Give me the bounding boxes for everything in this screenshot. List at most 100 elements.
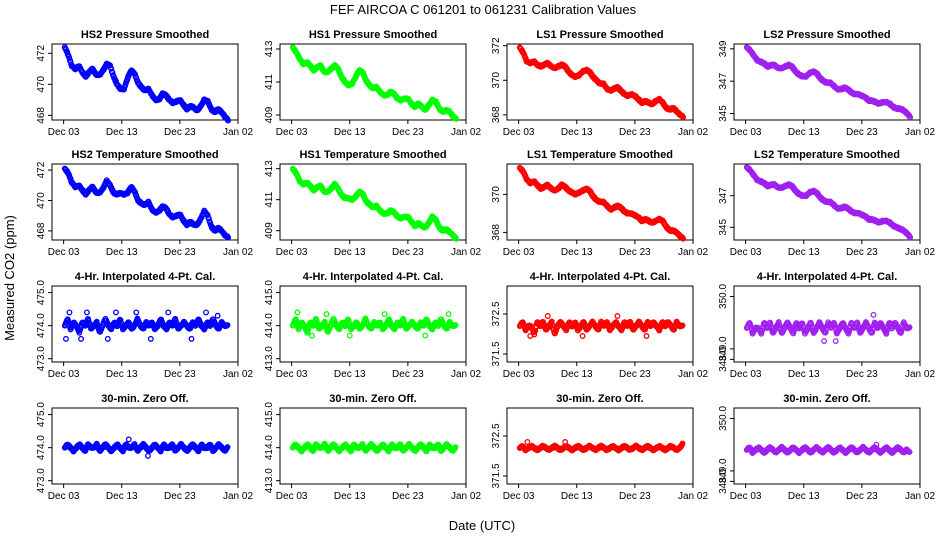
data-point (614, 313, 621, 319)
data-point (680, 114, 687, 121)
data-point (203, 309, 209, 316)
y-tick-label: 414.0 (264, 435, 275, 460)
panel-title: HS2 Temperature Smoothed (71, 149, 218, 161)
data-point (104, 335, 111, 342)
data-point (62, 335, 69, 342)
x-tick-label: Dec 23 (164, 491, 196, 502)
data-point (453, 115, 460, 122)
chart-panel: 30-min. Zero Off.Dec 03 Dec 13 Dec 23 Jan 0… (264, 393, 481, 502)
data-point (832, 338, 839, 344)
x-tick-label: Dec 23 (392, 491, 424, 502)
x-tick-label: Dec 23 (846, 491, 878, 502)
data-point (133, 74, 140, 81)
y-tick-label: 372.5 (491, 301, 502, 326)
data-point (445, 311, 452, 318)
x-tick-label: Jan 02 (678, 491, 708, 502)
panel-title: HS1 Pressure Smoothed (309, 29, 437, 41)
x-tick-label: Dec 03 (276, 369, 308, 380)
panel-title: HS2 Pressure Smoothed (81, 29, 209, 41)
x-tick-label: Dec 23 (846, 247, 878, 258)
data-point (225, 234, 232, 241)
x-tick-label: Dec 03 (730, 369, 762, 380)
data-point (188, 335, 195, 342)
y-tick-label: 347 (718, 72, 729, 89)
x-tick-label: Dec 13 (561, 369, 593, 380)
panel-title: 4-Hr. Interpolated 4-Pt. Cal. (303, 271, 444, 283)
x-tick-label: Dec 03 (276, 491, 308, 502)
data-point (76, 329, 83, 336)
y-tick-label: 474.0 (36, 313, 47, 338)
data-point (133, 192, 140, 199)
x-tick-label: Dec 03 (503, 369, 535, 380)
y-tick-label: 349.0 (718, 458, 729, 483)
data-point (870, 311, 877, 318)
data-point (133, 309, 140, 316)
y-tick-label: 473.0 (36, 346, 47, 371)
x-tick-label: Jan 02 (223, 247, 253, 258)
plot-frame (51, 285, 239, 363)
chart-panel: 30-min. Zero Off.Dec 03 Dec 13 Dec 23 Jan 0… (491, 393, 708, 502)
x-tick-label: Dec 23 (846, 369, 878, 380)
x-tick-label: Dec 03 (730, 247, 762, 258)
x-tick-label: Dec 03 (503, 491, 535, 502)
x-axis-label: Date (UTC) (449, 518, 515, 533)
x-tick-label: Jan 02 (905, 247, 935, 258)
data-point (346, 332, 353, 339)
y-tick-label: 409 (264, 106, 275, 123)
panel-title: 4-Hr. Interpolated 4-Pt. Cal. (530, 271, 671, 283)
chart-panel: 4-Hr. Interpolated 4-Pt. Cal.Dec 03 Dec 1… (718, 271, 935, 380)
data-point (361, 72, 368, 79)
x-tick-label: Jan 02 (678, 369, 708, 380)
x-tick-label: Jan 02 (223, 491, 253, 502)
y-tick-label: 474.0 (36, 435, 47, 460)
x-tick-label: Dec 23 (846, 127, 878, 138)
data-point (214, 312, 221, 319)
y-tick-label: 413.0 (264, 468, 275, 493)
data-point (544, 313, 551, 319)
y-axis-label: Measured CO2 (ppm) (2, 215, 17, 341)
panel-grid: HS2 Pressure Smoothed Dec 03 Dec 13 Dec 23 J… (36, 29, 935, 502)
y-tick-label: 370 (491, 71, 502, 88)
data-point (453, 236, 460, 242)
y-tick-label: 470 (36, 76, 47, 93)
x-tick-label: Dec 13 (561, 247, 593, 258)
x-tick-label: Dec 13 (334, 127, 366, 138)
data-point (907, 114, 914, 121)
data-point (147, 335, 154, 342)
data-point (132, 189, 139, 196)
y-tick-label: 371.5 (491, 341, 502, 366)
x-tick-label: Dec 03 (48, 127, 80, 138)
data-point (524, 439, 531, 445)
data-point (305, 326, 312, 333)
y-tick-label: 472 (36, 161, 47, 178)
y-tick-label: 468 (36, 107, 47, 124)
x-tick-label: Dec 13 (334, 247, 366, 258)
x-tick-label: Dec 23 (619, 491, 651, 502)
y-tick-label: 345 (718, 219, 729, 236)
data-point (323, 311, 330, 318)
x-tick-label: Jan 02 (451, 127, 481, 138)
x-tick-label: Jan 02 (905, 127, 935, 138)
data-point (125, 436, 132, 443)
y-tick-label: 473.0 (36, 468, 47, 493)
x-tick-label: Dec 13 (788, 491, 820, 502)
y-tick-label: 368 (491, 224, 502, 241)
x-tick-label: Jan 02 (223, 127, 253, 138)
x-tick-label: Dec 03 (503, 247, 535, 258)
x-tick-label: Dec 23 (164, 247, 196, 258)
x-tick-label: Jan 02 (451, 491, 481, 502)
panel-title: 30-min. Zero Off. (101, 393, 188, 405)
x-tick-label: Dec 23 (619, 127, 651, 138)
data-point (66, 309, 73, 316)
y-tick-label: 372.5 (491, 423, 502, 448)
x-tick-label: Dec 03 (503, 127, 535, 138)
x-tick-label: Dec 23 (164, 369, 196, 380)
panel-title: 30-min. Zero Off. (783, 393, 870, 405)
panel-title: 30-min. Zero Off. (329, 393, 416, 405)
y-tick-label: 345 (718, 105, 729, 122)
plot-frame (51, 163, 239, 241)
y-tick-label: 413 (264, 40, 275, 57)
